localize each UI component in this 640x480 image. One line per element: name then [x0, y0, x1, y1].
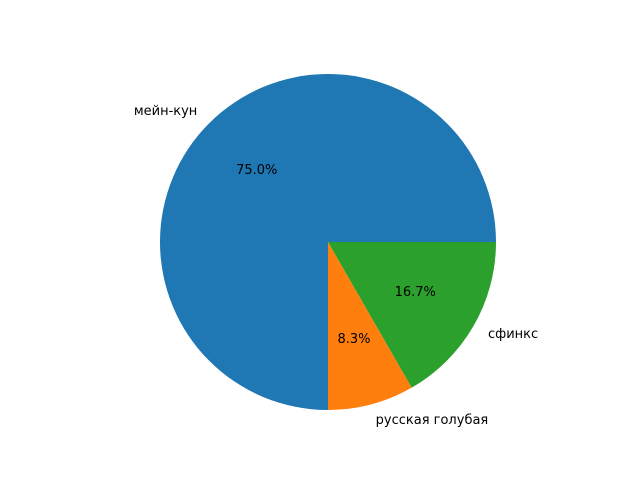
- slice-label-русская-голубая: русская голубая: [376, 413, 489, 428]
- slice-label-мейн-кун: мейн-кун: [134, 104, 198, 119]
- slice-label-сфинкс: сфинкс: [488, 327, 538, 342]
- slice-percent-мейн-кун: 75.0%: [236, 163, 277, 178]
- pie-labels: мейн-кун 75.0% русская голубая 8.3% сфинкс 16…: [134, 104, 538, 428]
- pie-slice-русская-голубая: [328, 242, 412, 410]
- slice-percent-русская-голубая: 8.3%: [337, 332, 370, 347]
- slice-percent-сфинкс: 16.7%: [395, 285, 436, 300]
- pie-slices: [160, 74, 496, 410]
- pie-slice-сфинкс: [328, 242, 496, 388]
